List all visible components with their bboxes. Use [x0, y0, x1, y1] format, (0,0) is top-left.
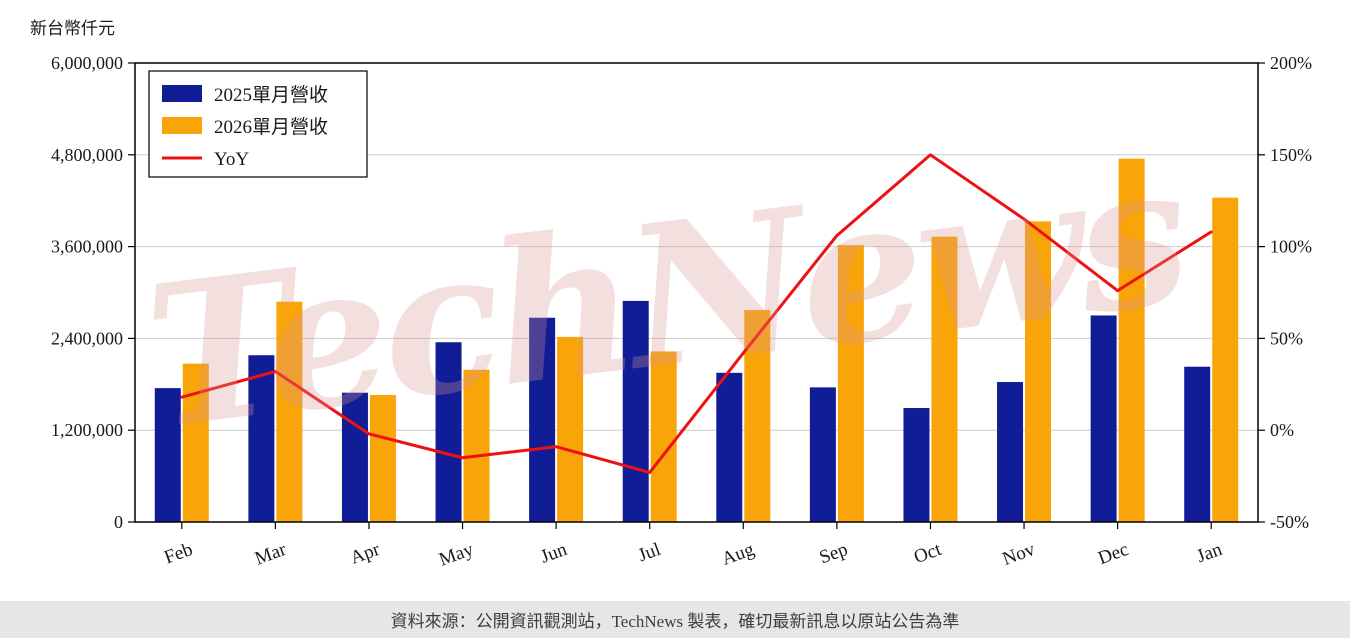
bar-2026單月營收-Dec	[1118, 158, 1145, 522]
x-tick-label: Apr	[348, 539, 384, 569]
bars-2026單月營收	[182, 158, 1239, 523]
legend-label: YoY	[214, 149, 249, 170]
y-right-tick-label: -50%	[1270, 512, 1309, 532]
plot-border	[134, 62, 1259, 523]
bar-2025單月營收-May	[435, 342, 462, 522]
yoy-line	[180, 153, 1213, 474]
x-tick-label: Jun	[538, 539, 570, 568]
bar-2026單月營收-Feb	[182, 363, 209, 522]
y-left-tick-label: 1,200,000	[51, 420, 123, 440]
bar-2025單月營收-Mar	[248, 355, 275, 522]
source-footer: 資料來源：公開資訊觀測站，TechNews 製表，確切最新訊息以原站公告為準	[0, 601, 1350, 638]
bar-2026單月營收-Oct	[931, 236, 958, 522]
bar-2025單月營收-Nov	[997, 382, 1024, 522]
bar-2025單月營收-Jul	[622, 300, 649, 522]
y-axis-right: -50% 0% 50% 100% 150% 200%	[1258, 53, 1312, 532]
y-left-tick-label: 6,000,000	[51, 53, 123, 73]
bars-2025單月營收	[154, 300, 1211, 522]
legend-swatch-2026單月營收	[162, 117, 202, 134]
x-tick-label: Sep	[817, 539, 851, 568]
x-tick-label: Jan	[1194, 539, 1225, 568]
bar-2025單月營收-Jan	[1184, 366, 1211, 522]
bar-2026單月營收-Jul	[650, 351, 677, 522]
y-right-tick-label: 150%	[1270, 145, 1312, 165]
y-right-tick-label: 100%	[1270, 237, 1312, 257]
x-tick-label: Feb	[162, 539, 196, 568]
bar-2026單月營收-Sep	[837, 245, 864, 522]
bar-2025單月營收-Dec	[1090, 315, 1117, 522]
bar-2026單月營收-Apr	[369, 395, 396, 522]
x-tick-label: Dec	[1095, 539, 1131, 569]
x-tick-label: Nov	[1000, 539, 1038, 570]
bar-2025單月營收-Oct	[903, 408, 930, 522]
revenue-yoy-chart: 0 1,200,000 2,400,000 3,600,000 4,800,000 6,0…	[51, 53, 1312, 571]
bar-2025單月營收-Sep	[809, 387, 836, 522]
bar-2026單月營收-Nov	[1025, 221, 1052, 523]
legend-swatch-2025單月營收	[162, 85, 202, 102]
bar-2025單月營收-Apr	[341, 392, 368, 522]
bar-2026單月營收-May	[463, 369, 490, 522]
x-tick-label: May	[436, 539, 476, 571]
y-left-tick-label: 3,600,000	[51, 237, 123, 257]
bar-2026單月營收-Jun	[557, 336, 584, 522]
x-axis: Feb Mar Apr May Jun Jul Aug Sep Oct Nov Dec Jan	[162, 522, 1225, 571]
bar-2026單月營收-Aug	[744, 310, 771, 522]
x-tick-label: Mar	[252, 539, 290, 570]
y-axis-left: 0 1,200,000 2,400,000 3,600,000 4,800,000 6,0…	[51, 53, 135, 532]
axis-unit-label: 新台幣仟元	[30, 19, 115, 38]
bar-2025單月營收-Jun	[529, 317, 556, 522]
x-tick-label: Jul	[635, 539, 663, 566]
y-right-tick-label: 0%	[1270, 420, 1294, 440]
legend-label: 2025單月營收	[214, 84, 328, 106]
bar-2025單月營收-Aug	[716, 372, 743, 522]
y-left-tick-label: 4,800,000	[51, 145, 123, 165]
bar-2026單月營收-Jan	[1212, 197, 1239, 522]
legend: 2025單月營收 2026單月營收 YoY	[148, 70, 368, 178]
y-right-tick-label: 50%	[1270, 328, 1303, 348]
x-tick-label: Aug	[719, 539, 757, 570]
bar-2025單月營收-Feb	[154, 388, 181, 522]
bar-2026單月營收-Mar	[276, 301, 303, 522]
x-tick-label: Oct	[911, 539, 945, 568]
y-right-tick-label: 200%	[1270, 53, 1312, 73]
legend-label: 2026單月營收	[214, 116, 328, 138]
y-left-tick-label: 2,400,000	[51, 328, 123, 348]
y-left-tick-label: 0	[114, 512, 123, 532]
